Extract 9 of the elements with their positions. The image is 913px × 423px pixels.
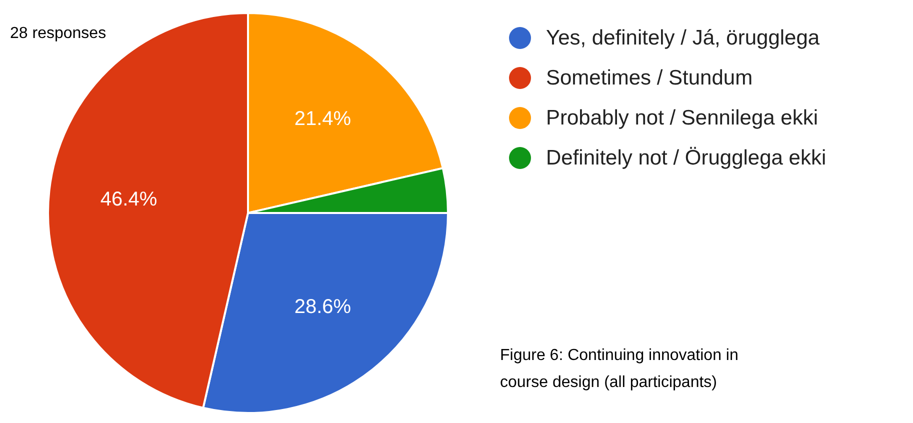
legend-label: Sometimes / Stundum (546, 66, 753, 90)
caption: Figure 6: Continuing innovation in course design (all participants) (500, 347, 738, 391)
legend-label: Definitely not / Örugglega ekki (546, 146, 826, 170)
data-label: 28.6% (294, 296, 352, 318)
legend-label: Yes, definitely / Já, örugglega (546, 26, 820, 50)
text: 28 responses (10, 25, 106, 42)
data-label: 46.4% (100, 188, 158, 210)
legend-label: Probably not / Sennilega ekki (546, 106, 818, 130)
data-label: 21.4% (294, 108, 352, 130)
